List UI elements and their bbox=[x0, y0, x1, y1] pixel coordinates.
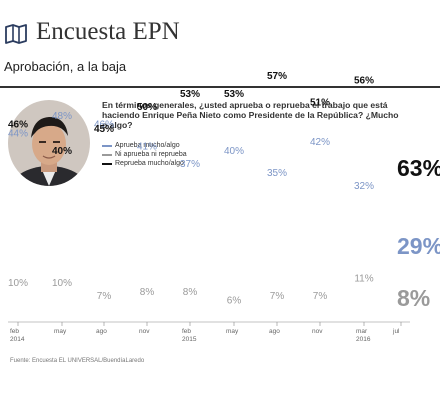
x-tick-label: 2014 bbox=[10, 336, 25, 343]
data-label-disapprove: 40% bbox=[52, 146, 72, 157]
data-label-neutral: 10% bbox=[52, 278, 72, 289]
legend-label-disapprove: Reprueba mucho/algo bbox=[115, 160, 184, 167]
x-tick-label: nov bbox=[312, 328, 323, 335]
legend-label-approve: Aprueba mucho/algo bbox=[115, 142, 180, 149]
divider bbox=[0, 86, 440, 88]
legend: Aprueba mucho/algo Ni aprueba ni reprueb… bbox=[102, 141, 187, 168]
question-text: En términos generales, ¿usted aprueba o … bbox=[102, 100, 399, 130]
data-label-disapprove: 57% bbox=[267, 71, 287, 82]
data-label-disapprove: 56% bbox=[354, 76, 374, 87]
legend-swatch-disapprove bbox=[102, 162, 112, 165]
x-tick-label: ago bbox=[96, 328, 107, 335]
x-tick-label: ago bbox=[269, 328, 280, 335]
latest-value-disapprove: 63% bbox=[397, 155, 440, 181]
data-label-approve: 46% bbox=[94, 120, 114, 131]
data-label-approve: 44% bbox=[8, 128, 28, 139]
legend-item-approve: Aprueba mucho/algo bbox=[102, 141, 187, 150]
legend-item-disapprove: Reprueba mucho/algo bbox=[102, 159, 187, 168]
data-label-approve: 48% bbox=[52, 111, 72, 122]
data-label-neutral: 7% bbox=[270, 291, 285, 302]
x-tick-label: may bbox=[54, 328, 67, 335]
x-tick-label: feb bbox=[182, 328, 191, 335]
data-label-approve: 37% bbox=[180, 159, 200, 170]
data-label-neutral: 6% bbox=[227, 296, 242, 307]
latest-value-approve: 29% bbox=[397, 233, 440, 259]
data-label-neutral: 8% bbox=[183, 287, 198, 298]
legend-item-neutral: Ni aprueba ni reprueba bbox=[102, 150, 187, 159]
legend-label-neutral: Ni aprueba ni reprueba bbox=[115, 151, 187, 158]
data-label-disapprove: 53% bbox=[180, 89, 200, 100]
x-tick-label: mar bbox=[356, 328, 368, 335]
legend-swatch-approve bbox=[102, 144, 112, 147]
legend-swatch-neutral bbox=[102, 153, 112, 156]
latest-value-neutral: 8% bbox=[397, 285, 430, 311]
data-label-disapprove: 46% bbox=[8, 120, 28, 131]
data-label-neutral: 7% bbox=[97, 291, 112, 302]
data-label-disapprove: 51% bbox=[310, 98, 330, 109]
x-tick-label: 2016 bbox=[356, 336, 371, 343]
book-icon bbox=[4, 24, 28, 49]
data-label-disapprove: 50% bbox=[137, 102, 157, 113]
x-tick-label: feb bbox=[10, 328, 19, 335]
page-title: Encuesta EPN bbox=[36, 18, 180, 45]
x-tick-label: may bbox=[226, 328, 239, 335]
page-subtitle: Aprobación, a la baja bbox=[4, 59, 127, 74]
data-label-approve: 32% bbox=[354, 181, 374, 192]
data-label-approve: 40% bbox=[224, 146, 244, 157]
x-tick-label: jul bbox=[392, 328, 400, 335]
data-label-disapprove: 53% bbox=[224, 89, 244, 100]
data-label-neutral: 8% bbox=[140, 287, 155, 298]
data-label-neutral: 7% bbox=[313, 291, 328, 302]
data-label-neutral: 11% bbox=[354, 274, 373, 285]
data-label-disapprove: 45% bbox=[94, 124, 114, 135]
source-note: Fuente: Encuesta EL UNIVERSAL/BuendíaLar… bbox=[10, 358, 145, 364]
x-tick-label: nov bbox=[139, 328, 150, 335]
data-label-approve: 42% bbox=[310, 137, 330, 148]
data-label-neutral: 10% bbox=[8, 278, 28, 289]
data-label-approve: 41% bbox=[137, 142, 157, 153]
x-tick-label: 2015 bbox=[182, 336, 197, 343]
header: Encuesta EPN Aprobación, a la baja bbox=[0, 0, 440, 88]
data-label-approve: 35% bbox=[267, 168, 287, 179]
